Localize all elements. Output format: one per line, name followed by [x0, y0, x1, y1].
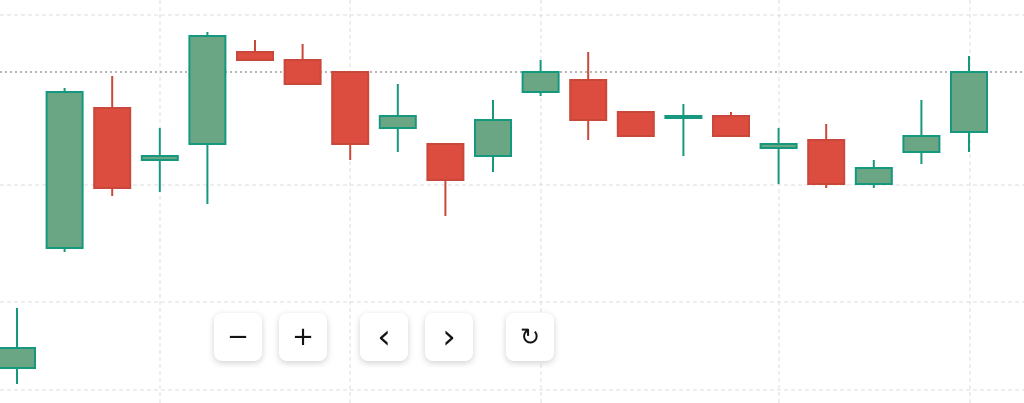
- candle[interactable]: [426, 143, 465, 216]
- candle-body[interactable]: [93, 107, 132, 189]
- candle-body[interactable]: [569, 79, 608, 121]
- candle[interactable]: [140, 128, 179, 192]
- reset-icon: ↻: [519, 323, 541, 351]
- plus-icon: +: [292, 322, 314, 352]
- candle[interactable]: [0, 308, 36, 384]
- candle[interactable]: [93, 76, 132, 196]
- candle-body[interactable]: [188, 35, 227, 145]
- candle-body[interactable]: [712, 115, 750, 137]
- chart-toolbar: − + ‹ › ↻: [214, 313, 559, 363]
- pan-left-button[interactable]: ‹: [360, 313, 408, 361]
- candles[interactable]: [0, 32, 988, 384]
- reset-button[interactable]: ↻: [506, 313, 554, 361]
- candle-body[interactable]: [426, 143, 465, 181]
- candle[interactable]: [474, 100, 512, 172]
- candle[interactable]: [712, 112, 750, 137]
- candle[interactable]: [854, 160, 893, 188]
- candle[interactable]: [950, 56, 988, 152]
- minus-icon: −: [227, 322, 249, 352]
- candle[interactable]: [331, 71, 370, 160]
- candle-body[interactable]: [902, 135, 941, 153]
- candle-body[interactable]: [950, 71, 988, 133]
- zoom-out-button[interactable]: −: [214, 313, 262, 361]
- candle[interactable]: [45, 88, 84, 252]
- candle-body[interactable]: [236, 51, 274, 61]
- candle[interactable]: [807, 124, 846, 188]
- zoom-in-button[interactable]: +: [279, 313, 327, 361]
- candle[interactable]: [569, 52, 608, 140]
- candle[interactable]: [236, 40, 274, 61]
- candle-body[interactable]: [807, 139, 846, 185]
- candle-body[interactable]: [664, 115, 703, 119]
- chevron-right-icon: ›: [442, 317, 456, 357]
- candle[interactable]: [759, 128, 798, 184]
- candle[interactable]: [188, 32, 227, 204]
- candle[interactable]: [616, 111, 655, 137]
- candle-body[interactable]: [0, 347, 36, 369]
- candle-body[interactable]: [45, 91, 84, 249]
- candle-body[interactable]: [331, 71, 370, 145]
- candle-body[interactable]: [474, 119, 512, 157]
- candle-body[interactable]: [378, 115, 417, 129]
- candle-body[interactable]: [283, 59, 322, 85]
- candle[interactable]: [378, 84, 417, 152]
- candle-body[interactable]: [854, 167, 893, 185]
- candle-body[interactable]: [521, 71, 560, 93]
- candle-body[interactable]: [616, 111, 655, 137]
- chevron-left-icon: ‹: [377, 317, 391, 357]
- candle-body[interactable]: [140, 155, 179, 161]
- pan-right-button[interactable]: ›: [425, 313, 473, 361]
- candle[interactable]: [521, 60, 560, 96]
- candle[interactable]: [902, 100, 941, 164]
- candle[interactable]: [664, 104, 703, 156]
- candle-body[interactable]: [759, 143, 798, 149]
- candle[interactable]: [283, 44, 322, 85]
